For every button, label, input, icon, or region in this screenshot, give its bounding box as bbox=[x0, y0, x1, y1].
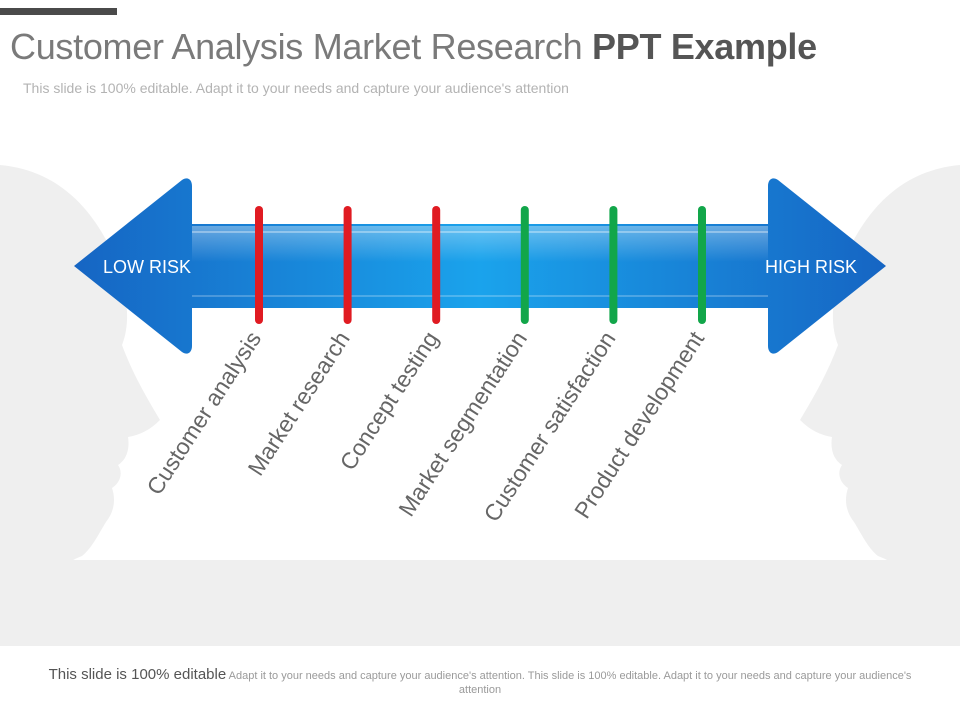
footer-note: This slide is 100% editable Adapt it to … bbox=[30, 666, 930, 697]
low-risk-label: LOW RISK bbox=[103, 257, 191, 277]
title-bold: PPT Example bbox=[592, 26, 817, 67]
stage-label: Customer analysis bbox=[141, 327, 266, 500]
arrow-shine bbox=[192, 226, 768, 262]
high-risk-label: HIGH RISK bbox=[765, 257, 857, 277]
footer-lead: This slide is 100% editable bbox=[48, 666, 227, 683]
top-accent-bar bbox=[0, 8, 117, 15]
stage-label: Concept testing bbox=[335, 327, 444, 475]
bottom-band bbox=[0, 560, 960, 646]
page-subtitle: This slide is 100% editable. Adapt it to… bbox=[23, 80, 569, 96]
page-title: Customer Analysis Market Research PPT Ex… bbox=[10, 26, 817, 68]
footer-rest: Adapt it to your needs and capture your … bbox=[228, 670, 912, 696]
title-light: Customer Analysis Market Research bbox=[10, 26, 593, 67]
double-arrow bbox=[74, 178, 886, 354]
arrow-body bbox=[74, 178, 886, 354]
stage-markers bbox=[255, 206, 706, 324]
